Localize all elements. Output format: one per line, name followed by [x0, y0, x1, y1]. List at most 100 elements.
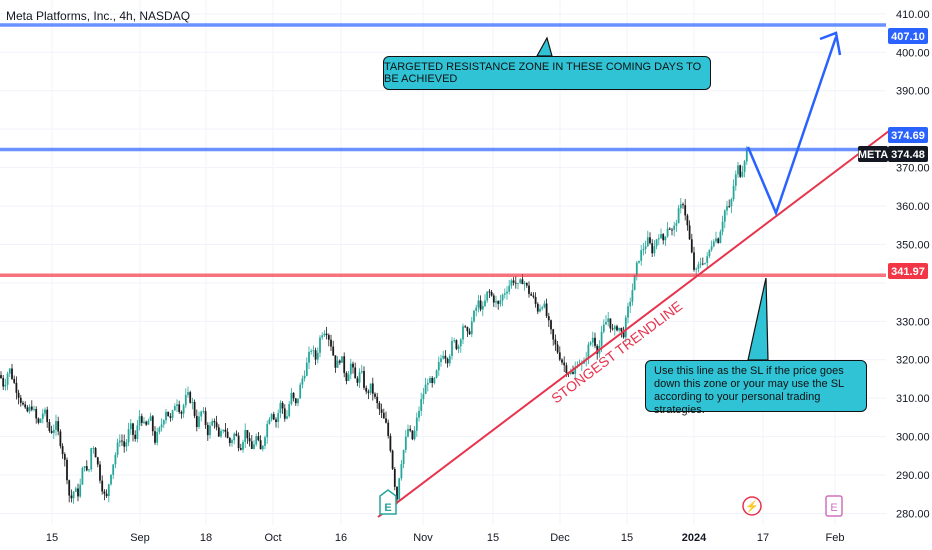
candle-body — [382, 412, 385, 419]
candle-body — [554, 339, 557, 345]
candle-body — [266, 424, 269, 438]
resistance-note[interactable]: TARGETED RESISTANCE ZONE IN THESE COMING… — [383, 56, 711, 90]
candle-body — [523, 282, 526, 285]
candle-body — [363, 371, 365, 388]
candle-body — [149, 416, 152, 421]
candle-body — [387, 422, 390, 436]
candle-body — [646, 237, 649, 247]
candle-body — [281, 402, 284, 409]
candle-body — [602, 324, 605, 332]
y-tick-label: 400.00 — [896, 47, 930, 59]
candle-body — [600, 331, 603, 346]
candle-body — [211, 421, 214, 426]
candle-body — [314, 350, 317, 360]
dividend-marker[interactable]: ⚡ — [742, 496, 762, 516]
earnings-marker-upcoming[interactable]: E — [825, 495, 843, 517]
candle-body — [140, 416, 143, 423]
candle-body — [167, 411, 170, 417]
candle-body — [402, 449, 405, 465]
candle-body — [303, 375, 306, 379]
candle-body — [400, 464, 403, 479]
candle-body — [46, 409, 49, 423]
candle-body — [717, 238, 720, 243]
last-price-tag: META 374.48 — [858, 146, 928, 162]
y-tick-label: 410.00 — [896, 9, 930, 21]
candle-body — [437, 362, 440, 371]
candle-body — [321, 335, 324, 338]
candle-body — [2, 378, 5, 387]
candle-body — [158, 427, 161, 432]
candle-body — [418, 410, 420, 418]
candle-body — [345, 372, 348, 381]
candle-body — [279, 402, 282, 414]
candle-body — [360, 371, 363, 373]
candle-body — [354, 367, 357, 379]
candle-body — [312, 350, 315, 352]
candle-body — [288, 404, 291, 417]
candle-body — [4, 384, 7, 387]
candle-body — [63, 454, 66, 460]
candle-body — [220, 431, 222, 437]
candle-body — [664, 236, 667, 241]
candle-body — [380, 409, 383, 413]
x-tick-label: Nov — [413, 532, 433, 544]
candle-body — [556, 344, 559, 353]
candle-body — [587, 344, 590, 359]
candle-body — [264, 437, 266, 446]
candle-body — [52, 429, 55, 433]
candle-body — [431, 377, 434, 384]
candle-body — [224, 429, 227, 432]
candle-body — [413, 430, 416, 440]
candle-body — [94, 448, 97, 458]
earnings-marker[interactable]: E — [379, 489, 397, 515]
candle-body — [187, 392, 189, 395]
candle-body — [327, 335, 330, 340]
candle-body — [275, 419, 277, 422]
candle-body — [545, 303, 548, 317]
candle-body — [83, 466, 86, 468]
x-tick-label: Sep — [130, 532, 150, 544]
candle-body — [123, 441, 126, 447]
candle-body — [277, 413, 280, 422]
candle-body — [488, 291, 491, 293]
candle-body — [704, 262, 706, 264]
candle-body — [734, 174, 737, 186]
candle-body — [138, 416, 141, 426]
candle-body — [662, 234, 665, 241]
candle-body — [677, 208, 680, 224]
svg-text:374.48: 374.48 — [891, 149, 925, 161]
candle-body — [88, 469, 90, 471]
candle-body — [411, 430, 414, 440]
candle-body — [407, 428, 409, 437]
y-tick-label: 360.00 — [896, 201, 930, 213]
candle-body — [393, 468, 396, 487]
candle-body — [74, 488, 77, 492]
candle-body — [26, 407, 29, 412]
candle-body — [50, 430, 53, 433]
candle-body — [217, 427, 220, 437]
candle-body — [448, 356, 451, 364]
x-tick-label: Feb — [826, 532, 845, 544]
candle-body — [261, 445, 264, 450]
candle-body — [589, 342, 592, 345]
trendline[interactable] — [377, 130, 890, 518]
candle-body — [605, 322, 607, 325]
candle-body — [506, 291, 508, 294]
projection-arrow[interactable] — [746, 36, 838, 217]
candle-body — [745, 149, 748, 162]
candle-body — [319, 337, 321, 353]
x-tick-label: 18 — [200, 532, 212, 544]
svg-text:341.97: 341.97 — [891, 266, 925, 278]
candle-body — [33, 409, 35, 410]
candle-body — [726, 206, 728, 211]
candle-body — [193, 401, 196, 416]
candle-body — [508, 285, 511, 292]
candle-body — [235, 433, 238, 436]
candle-body — [162, 420, 165, 425]
candle-body — [332, 346, 335, 356]
candle-body — [15, 382, 18, 393]
candle-body — [671, 229, 673, 231]
candle-body — [565, 365, 568, 373]
stop-loss-note[interactable]: Use this line as the SL if the price goe… — [645, 360, 867, 416]
candle-body — [180, 412, 183, 414]
